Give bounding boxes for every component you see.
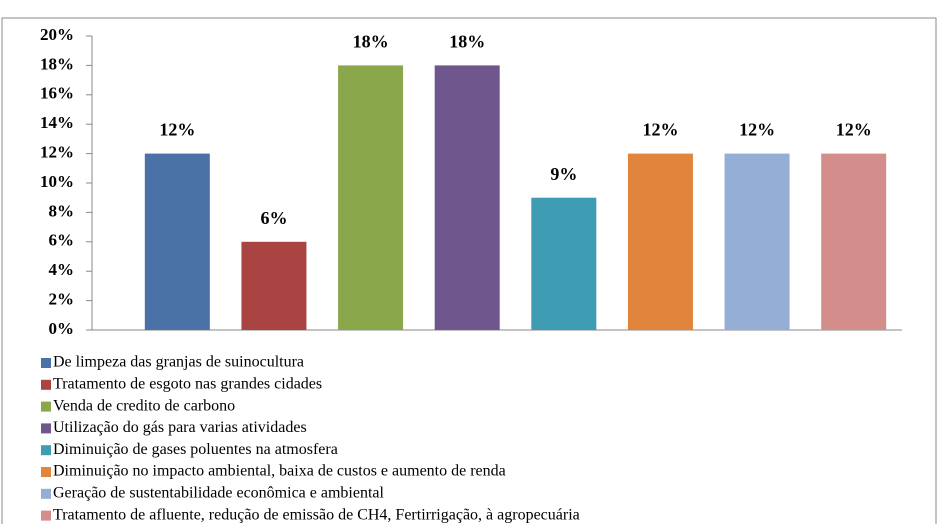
bar xyxy=(241,241,307,330)
bar xyxy=(338,65,404,331)
legend-label: Tratamento de afluente, redução de emiss… xyxy=(53,506,580,523)
y-tick-label: 2% xyxy=(49,290,75,309)
data-label: 9% xyxy=(550,164,577,184)
bar xyxy=(434,65,500,331)
data-label: 6% xyxy=(260,208,287,228)
legend-label: Utilização do gás para varias atividades xyxy=(53,419,307,436)
data-label: 12% xyxy=(159,120,195,140)
data-label: 18% xyxy=(353,32,389,52)
data-label: 12% xyxy=(836,120,872,140)
data-label: 12% xyxy=(642,120,678,140)
y-tick-label: 20% xyxy=(40,25,74,44)
y-tick-label: 12% xyxy=(40,143,74,162)
y-tick-label: 18% xyxy=(40,54,74,73)
legend-label: Geração de sustentabilidade econômica e … xyxy=(53,484,385,501)
legend-swatch xyxy=(41,423,51,434)
legend-label: Tratamento de esgoto nas grandes cidades xyxy=(53,375,322,392)
legend-swatch xyxy=(41,358,51,368)
legend-swatch xyxy=(41,467,51,477)
legend-swatch xyxy=(41,445,51,456)
y-tick-label: 0% xyxy=(49,319,75,338)
legend-swatch xyxy=(41,379,51,390)
legend-swatch xyxy=(41,488,51,499)
data-label: 12% xyxy=(739,120,775,140)
legend-label: Diminuição no impacto ambiental, baixa d… xyxy=(53,463,506,480)
data-label: 18% xyxy=(449,32,485,52)
y-tick-label: 16% xyxy=(40,84,74,103)
legend-swatch xyxy=(41,401,51,412)
bar xyxy=(821,153,887,330)
bar xyxy=(531,197,597,330)
legend-label: Diminuição de gases poluentes na atmosfe… xyxy=(53,441,338,458)
y-tick-label: 6% xyxy=(49,231,75,250)
y-tick-label: 10% xyxy=(40,172,74,191)
y-tick-label: 8% xyxy=(49,201,75,220)
legend-swatch xyxy=(41,510,51,521)
y-tick-label: 14% xyxy=(40,113,74,132)
legend-label: Venda de credito de carbono xyxy=(53,397,235,414)
bar xyxy=(627,153,693,330)
y-tick-label: 4% xyxy=(49,260,75,279)
bar xyxy=(724,153,790,330)
bar xyxy=(144,153,210,330)
legend-label: De limpeza das granjas de suinocultura xyxy=(53,354,304,371)
